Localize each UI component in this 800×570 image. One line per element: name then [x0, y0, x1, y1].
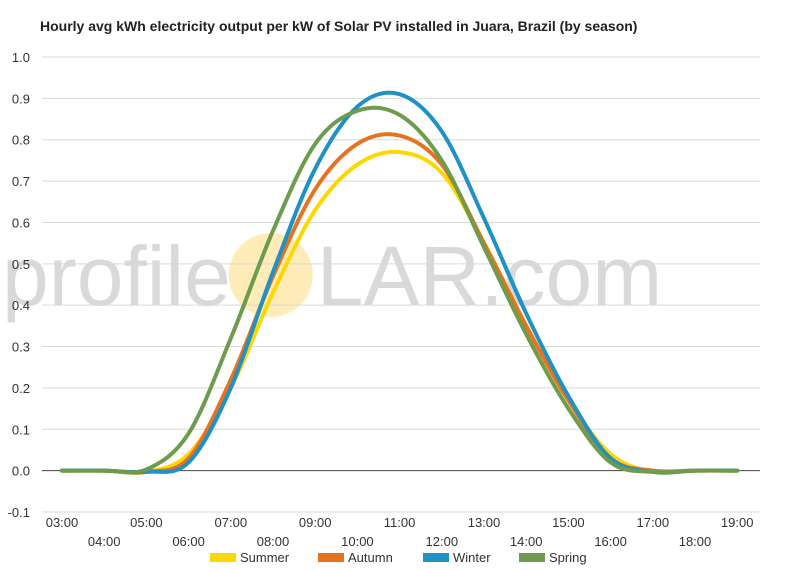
chart-title: Hourly avg kWh electricity output per kW… — [40, 18, 638, 34]
x-tick-label: 06:00 — [172, 534, 205, 549]
y-tick-label: 0.2 — [12, 381, 30, 396]
x-tick-label: 10:00 — [341, 534, 374, 549]
x-tick-label: 12:00 — [426, 534, 459, 549]
legend-label-autumn: Autumn — [348, 550, 393, 565]
y-tick-label: -0.1 — [8, 505, 30, 520]
watermark: profile LAR.com — [2, 229, 662, 323]
x-tick-label: 13:00 — [468, 515, 501, 530]
x-tick-label: 18:00 — [679, 534, 712, 549]
y-tick-label: 0.7 — [12, 174, 30, 189]
y-tick-label: 1.0 — [12, 50, 30, 65]
x-tick-label: 07:00 — [215, 515, 248, 530]
y-tick-label: 0.3 — [12, 340, 30, 355]
y-axis-ticks: 1.0 0.9 0.8 0.7 0.6 0.5 0.4 0.3 0.2 0.1 0.0 -0.1 — [8, 50, 30, 520]
x-tick-label: 08:00 — [257, 534, 290, 549]
legend-swatch-summer — [210, 553, 236, 562]
x-tick-label: 03:00 — [46, 515, 79, 530]
y-tick-label: 0.9 — [12, 91, 30, 106]
legend-swatch-autumn — [318, 553, 344, 562]
x-tick-label: 05:00 — [130, 515, 163, 530]
y-tick-label: 0.8 — [12, 133, 30, 148]
legend: Summer Autumn Winter Spring — [210, 550, 587, 565]
y-tick-label: 0.6 — [12, 215, 30, 230]
x-axis-ticks: 03:00 04:00 05:00 06:00 07:00 08:00 09:00 10:00… — [46, 515, 754, 549]
legend-label-spring: Spring — [549, 550, 587, 565]
x-tick-label: 16:00 — [594, 534, 627, 549]
legend-label-summer: Summer — [240, 550, 290, 565]
series-line-spring — [60, 105, 740, 475]
series-line-summer — [60, 149, 740, 475]
x-tick-label: 17:00 — [637, 515, 670, 530]
watermark-text-before: profile — [2, 229, 231, 323]
y-tick-label: 0.5 — [12, 257, 30, 272]
x-tick-label: 15:00 — [552, 515, 585, 530]
legend-swatch-winter — [423, 553, 449, 562]
y-tick-label: 0.0 — [12, 464, 30, 479]
series-lines — [60, 90, 740, 475]
legend-label-winter: Winter — [453, 550, 491, 565]
x-tick-label: 11:00 — [384, 515, 416, 530]
watermark-text-after: LAR.com — [317, 229, 662, 323]
y-tick-label: 0.1 — [12, 422, 30, 437]
legend-swatch-spring — [519, 553, 545, 562]
series-line-winter — [60, 90, 740, 475]
x-tick-label: 19:00 — [721, 515, 754, 530]
x-tick-label: 04:00 — [88, 534, 121, 549]
x-tick-label: 09:00 — [299, 515, 332, 530]
y-tick-label: 0.4 — [12, 298, 30, 313]
x-tick-label: 14:00 — [510, 534, 543, 549]
